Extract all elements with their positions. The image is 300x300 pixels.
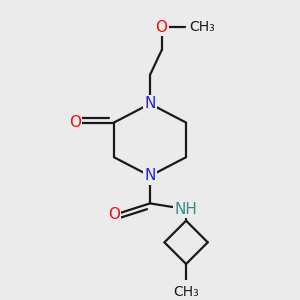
Text: O: O: [108, 207, 120, 222]
Text: CH₃: CH₃: [173, 285, 199, 299]
Text: O: O: [69, 115, 81, 130]
Text: NH: NH: [175, 202, 197, 217]
Text: N: N: [144, 169, 156, 184]
Text: CH₃: CH₃: [189, 20, 215, 34]
Text: N: N: [144, 96, 156, 111]
Text: O: O: [155, 20, 167, 35]
